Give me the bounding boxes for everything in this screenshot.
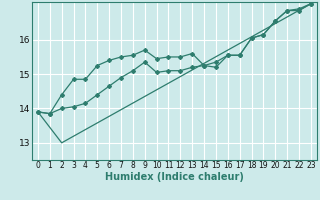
X-axis label: Humidex (Indice chaleur): Humidex (Indice chaleur) [105, 172, 244, 182]
